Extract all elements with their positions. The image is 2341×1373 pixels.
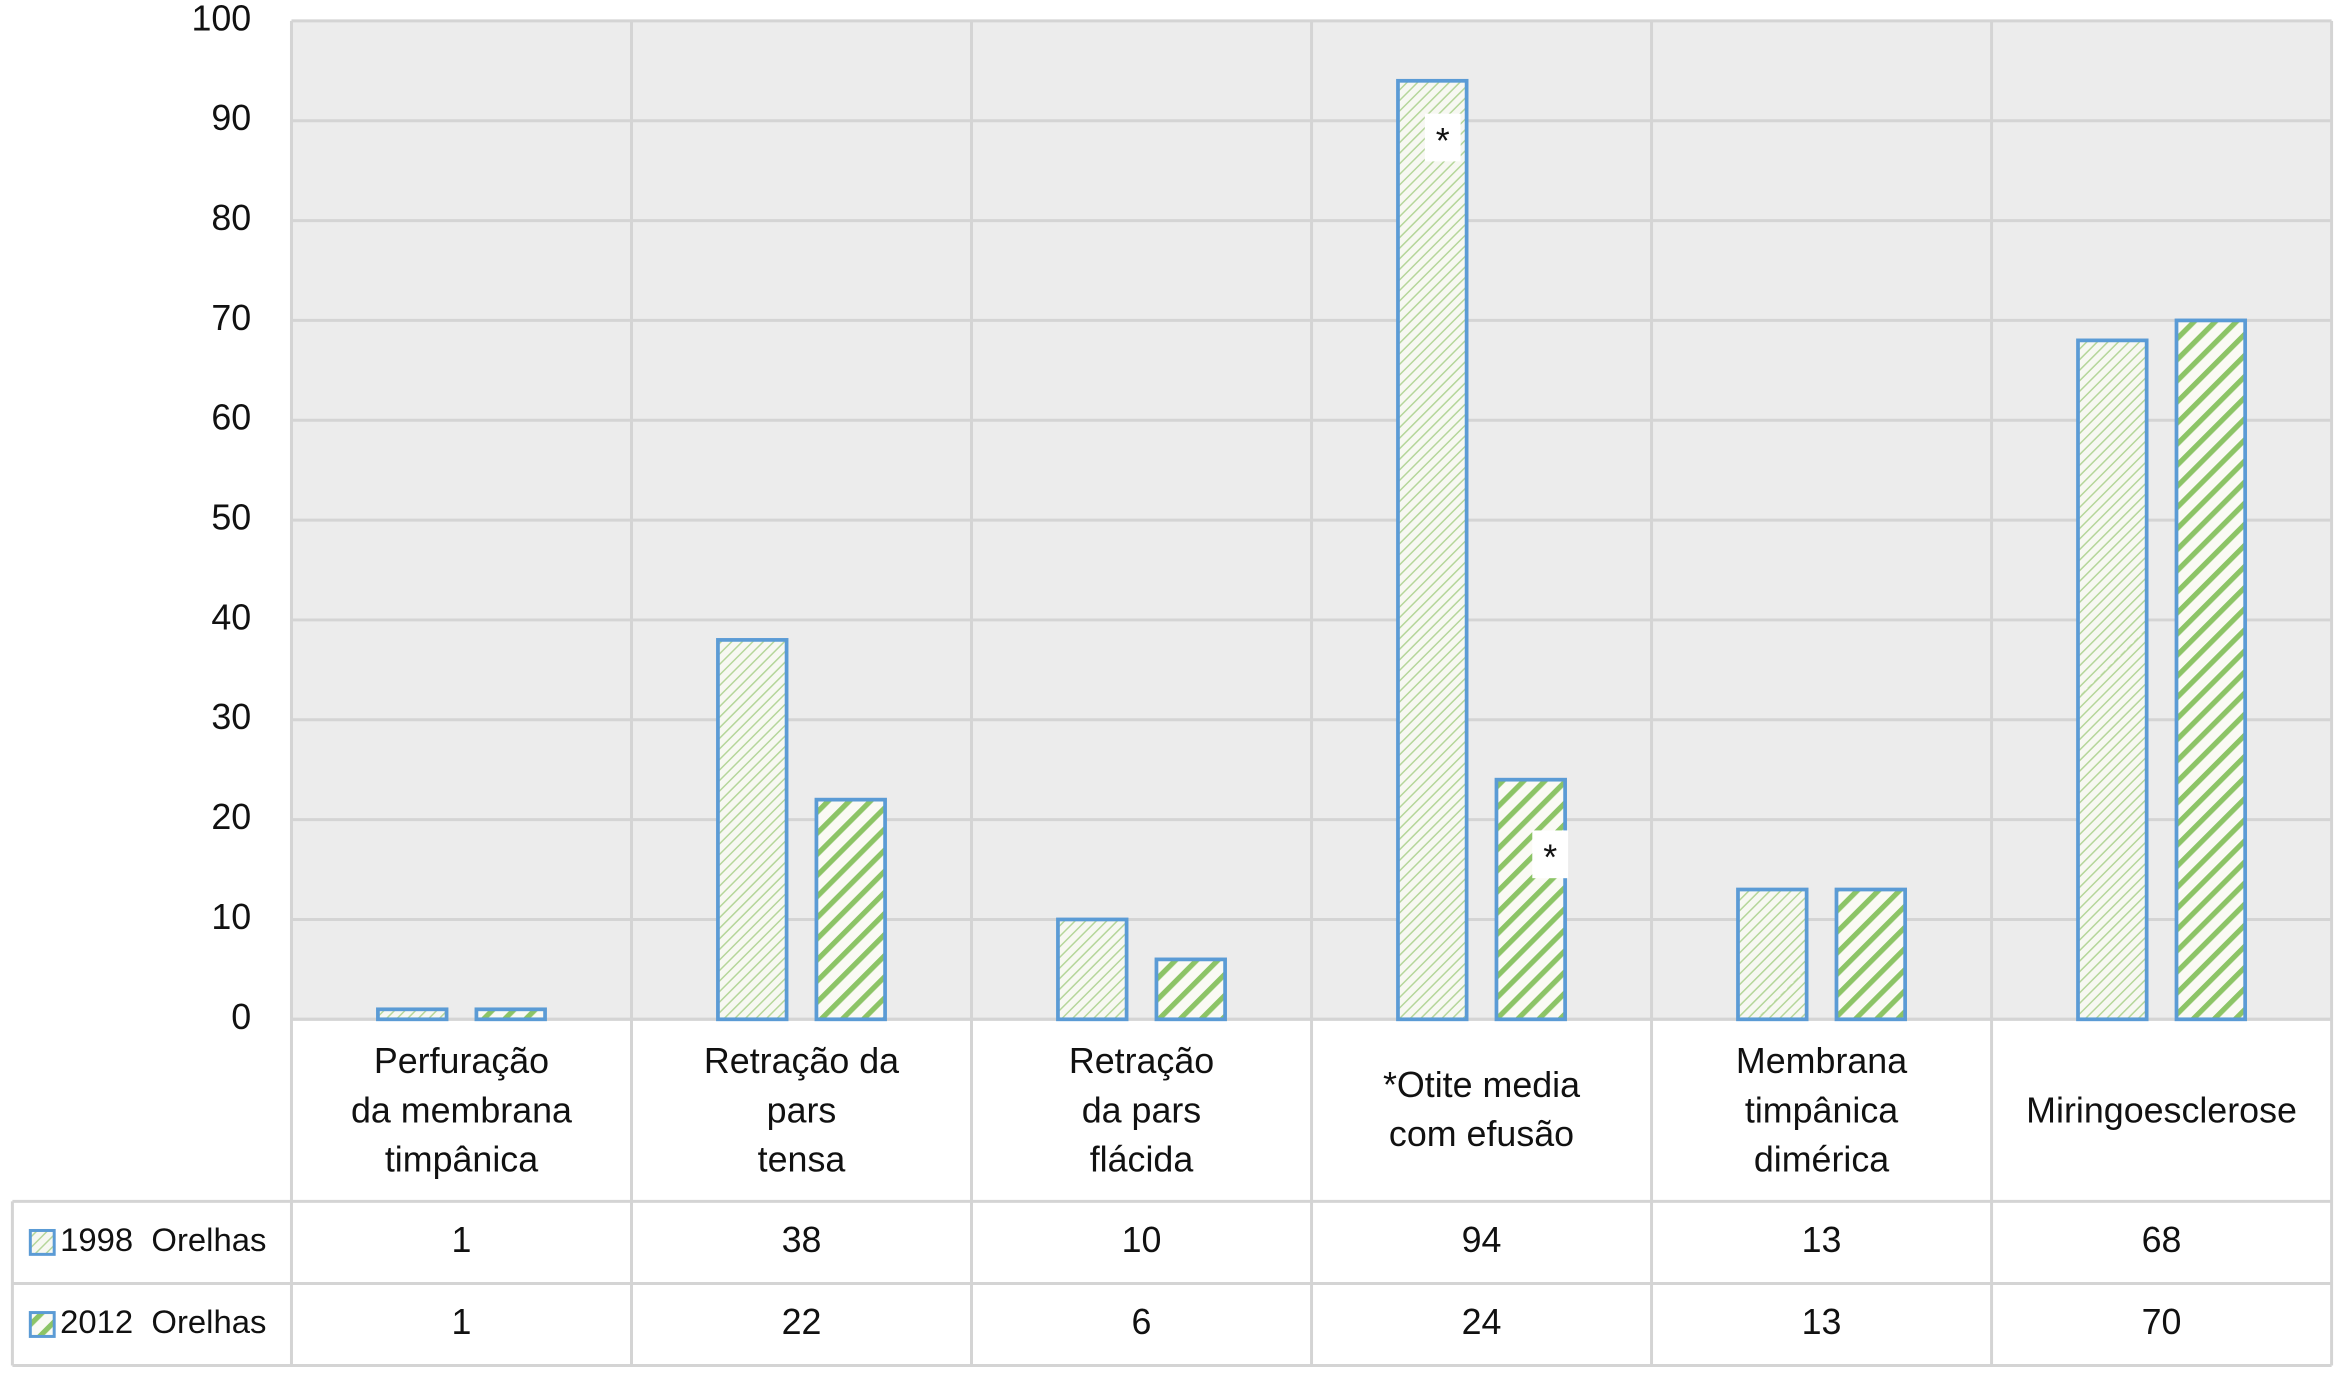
x-tick-label-box: *Otite media com efusão [1382, 1065, 1581, 1156]
legend-label: 1998 Orelhas [60, 1221, 266, 1258]
table-value: 70 [2142, 1302, 2182, 1342]
x-tick-label: Perfuração da membrana timpânica [350, 1040, 572, 1180]
bar [1834, 887, 1907, 1022]
table-value: 24 [1462, 1302, 1502, 1342]
x-tick-label-box: Retração da pars tensa [703, 1040, 900, 1180]
annotation: * [1436, 121, 1450, 161]
legend-label: 2012 Orelhas [60, 1303, 266, 1340]
x-tick-label-box: Membrana timpânica dimérica [1735, 1040, 1908, 1180]
y-tick-label: 70 [211, 298, 251, 338]
y-tick-label: 60 [211, 398, 251, 438]
y-tick-label: 50 [211, 498, 251, 538]
y-tick-label: 80 [211, 198, 251, 238]
x-tick-label: Retração da pars flácida [1068, 1040, 1215, 1180]
table-value: 1 [452, 1220, 472, 1260]
y-tick-label: 0 [231, 997, 251, 1037]
x-tick-label-box: Miringoesclerose [2026, 1090, 2297, 1131]
bar [1736, 887, 1809, 1022]
y-tick-label: 100 [191, 0, 251, 38]
bar [1494, 777, 1567, 1022]
x-tick-label: Retração da pars tensa [703, 1040, 900, 1180]
bar [814, 797, 887, 1022]
y-tick-label: 10 [211, 897, 251, 937]
x-tick-label: Membrana timpânica dimérica [1735, 1040, 1908, 1180]
table-value: 94 [1462, 1220, 1502, 1260]
x-tick-label: Miringoesclerose [2026, 1090, 2297, 1131]
x-tick-label: *Otite media com efusão [1382, 1065, 1581, 1156]
bar [2174, 318, 2248, 1022]
table-value: 6 [1132, 1302, 1152, 1342]
legend-swatch [28, 1228, 56, 1256]
table-value: 38 [782, 1220, 822, 1260]
table-value: 1 [452, 1302, 472, 1342]
y-tick-label: 20 [211, 797, 251, 837]
table-value: 10 [1122, 1220, 1162, 1260]
x-tick-label-box: Perfuração da membrana timpânica [350, 1040, 572, 1180]
x-tick-label-box: Retração da pars flácida [1068, 1040, 1215, 1180]
legend-swatch [28, 1311, 56, 1338]
bar [376, 1007, 449, 1022]
bar [474, 1007, 547, 1022]
bar [1154, 957, 1227, 1022]
bar [2076, 338, 2149, 1022]
bar [716, 638, 789, 1022]
table-value: 13 [1802, 1302, 1842, 1342]
table-value: 22 [782, 1302, 822, 1342]
bar [1056, 917, 1129, 1022]
annotation-box [1532, 830, 1569, 879]
table-value: 13 [1802, 1220, 1842, 1260]
annotation: * [1543, 838, 1557, 878]
y-tick-label: 40 [211, 597, 251, 637]
bar [1396, 78, 1469, 1022]
y-tick-label: 90 [211, 98, 251, 138]
y-tick-label: 30 [211, 697, 251, 737]
annotation-box [1424, 113, 1461, 162]
table-value: 68 [2142, 1220, 2182, 1260]
